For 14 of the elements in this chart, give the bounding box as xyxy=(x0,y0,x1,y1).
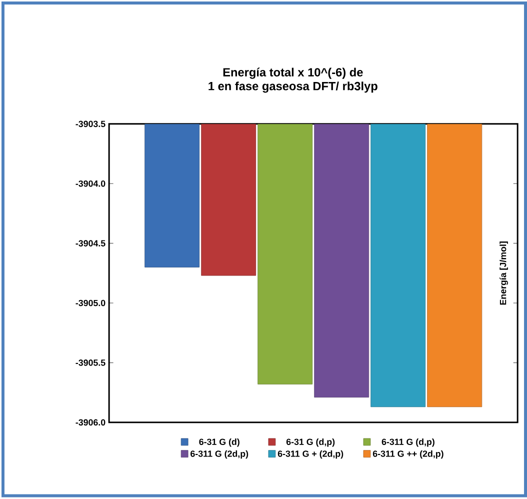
y-tick-label: -3904.0 xyxy=(76,180,106,187)
legend-label: 6-311 G (d,p) xyxy=(382,438,434,447)
y-tick-label: -3905.0 xyxy=(76,300,106,306)
y-tick-label: -3906.0 xyxy=(76,419,106,426)
y-tick-label: -3905.5 xyxy=(76,360,106,366)
legend-label: 6-311 G (2d,p) xyxy=(190,450,248,459)
chart-title: Energía total x 10^(-6) de 1 en fase gaseosa DFT/ rb3lyp xyxy=(208,68,378,93)
y-tick-label: -3904.5 xyxy=(76,240,106,247)
y-axis-title: Energía [J/mol] xyxy=(500,242,508,305)
legend-label: 6-311 G ++ (2d,p) xyxy=(372,450,444,459)
legend-label: 6-31 G (d) xyxy=(199,438,240,447)
y-tick-label: -3903.5 xyxy=(76,120,106,128)
legend-label: 6-311 G + (2d,p) xyxy=(278,450,344,459)
legend-label: 6-31 G (d,p) xyxy=(286,438,335,447)
